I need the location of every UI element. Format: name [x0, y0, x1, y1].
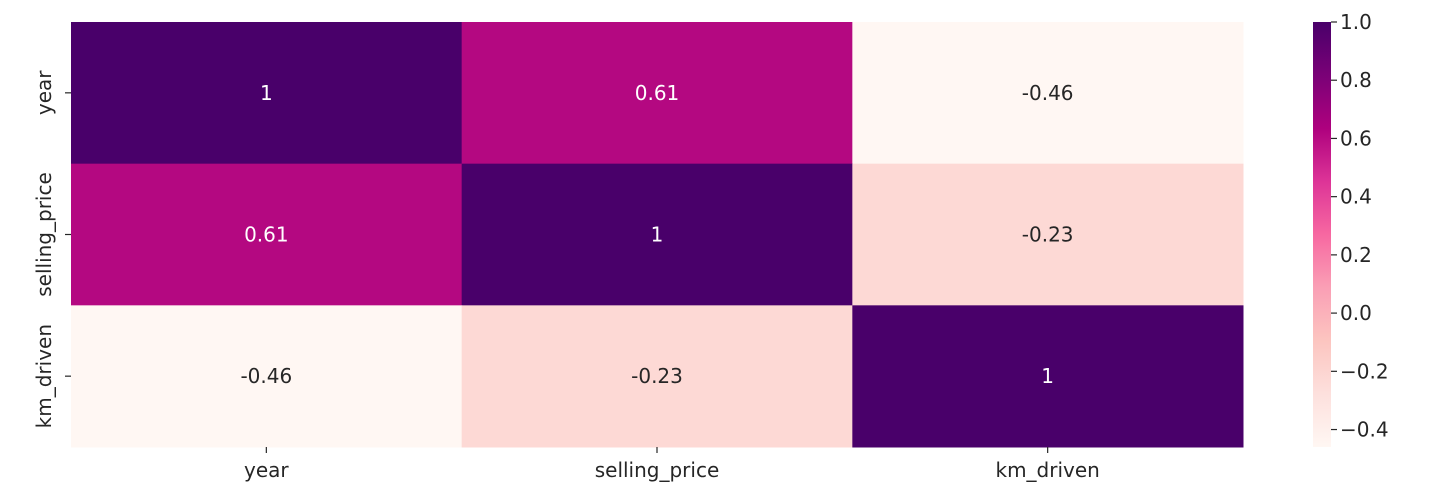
- heatmap-cell-label: -0.23: [1022, 223, 1074, 247]
- y-tick-label: km_driven: [32, 324, 56, 428]
- heatmap-cell: [71, 163, 463, 306]
- heatmap-cell: [71, 22, 463, 165]
- heatmap-cell: [461, 305, 853, 448]
- heatmap-cell-label: 0.61: [244, 223, 289, 247]
- heatmap-cell-label: 1: [1041, 364, 1054, 388]
- y-tick-label: selling_price: [32, 172, 56, 297]
- colorbar-tick-label: 1.0: [1340, 10, 1372, 34]
- colorbar-tick-label: 0.0: [1340, 301, 1372, 325]
- heatmap-cell: [852, 22, 1244, 165]
- heatmap-cell: [461, 163, 853, 306]
- colorbar-gradient: [1313, 22, 1331, 447]
- colorbar-tick-label: −0.2: [1340, 359, 1389, 383]
- x-axis: year selling_price km_driven: [244, 447, 1100, 482]
- colorbar-tick-label: 0.8: [1340, 68, 1372, 92]
- heatmap-cell: [461, 22, 853, 165]
- heatmap-cells: [71, 22, 1244, 448]
- heatmap-cell: [852, 305, 1244, 448]
- heatmap-cell-label: -0.46: [240, 364, 292, 388]
- heatmap-cell: [71, 305, 463, 448]
- x-tick-label: selling_price: [595, 458, 720, 482]
- heatmap-cell-label: 1: [260, 81, 273, 105]
- x-tick-label: year: [244, 458, 289, 482]
- y-axis: year selling_price km_driven: [32, 70, 71, 428]
- colorbar-tick-label: 0.2: [1340, 243, 1372, 267]
- x-tick-label: km_driven: [995, 458, 1099, 482]
- colorbar-tick-label: 0.4: [1340, 185, 1372, 209]
- heatmap-cell-labels: 1 0.61 -0.46 0.61 1 -0.23 -0.46 -0.23 1: [240, 81, 1073, 388]
- heatmap-cell-label: 1: [651, 223, 664, 247]
- y-tick-label: year: [32, 70, 56, 115]
- colorbar: 1.0 0.8 0.6 0.4 0.2 0.0 −0.2 −0.4: [1313, 10, 1389, 447]
- heatmap-cell: [852, 163, 1244, 306]
- heatmap-cell-label: -0.23: [631, 364, 683, 388]
- heatmap-cell-label: -0.46: [1022, 81, 1074, 105]
- heatmap-cell-label: 0.61: [635, 81, 680, 105]
- colorbar-tick-label: −0.4: [1340, 418, 1389, 442]
- colorbar-tick-label: 0.6: [1340, 126, 1372, 150]
